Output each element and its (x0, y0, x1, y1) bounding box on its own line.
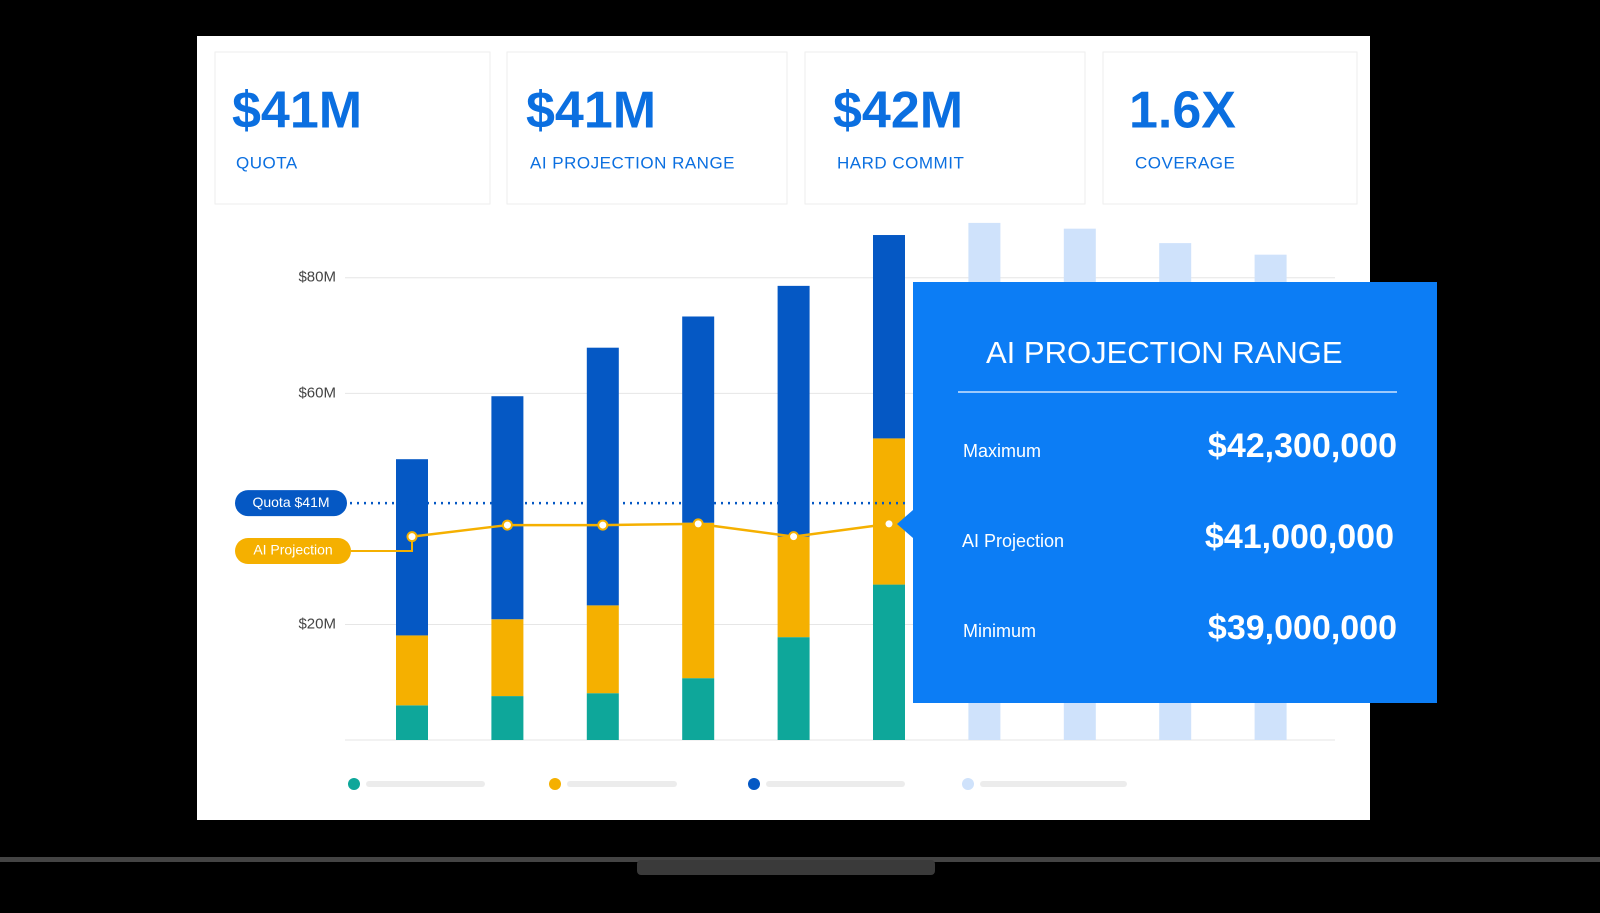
bar-segment (396, 635, 428, 706)
bar-segment (491, 619, 524, 697)
projection-point (883, 518, 895, 530)
bar-segment (873, 235, 905, 439)
tooltip-row-value: $42,300,000 (1208, 427, 1397, 465)
legend-dot (348, 778, 360, 790)
legend-placeholder (567, 781, 677, 787)
kpi-value: $41M (526, 82, 656, 140)
tooltip-row-label: Minimum (963, 621, 1036, 641)
bar-segment (777, 637, 810, 740)
tooltip: AI PROJECTION RANGE Maximum $42,300,000 … (897, 282, 1437, 703)
bar-segment (873, 438, 905, 585)
bar-segment (682, 678, 715, 740)
tooltip-row-value: $41,000,000 (1205, 518, 1394, 556)
projection-pill-label: AI Projection (253, 542, 332, 558)
projection-point (692, 518, 704, 530)
bar-segment (586, 347, 619, 606)
quota-pill (235, 490, 347, 517)
kpi-card (1102, 51, 1358, 205)
bar-segment (586, 605, 619, 694)
projection-point (501, 519, 513, 531)
bar-segment (491, 696, 524, 740)
kpi-label: AI PROJECTION RANGE (530, 153, 735, 172)
projection-pill (235, 538, 351, 564)
bar-segment (873, 584, 905, 740)
tooltip-row-label: AI Projection (962, 531, 1064, 551)
tooltip-row-value: $39,000,000 (1208, 609, 1397, 647)
tooltip-box (913, 282, 1437, 703)
y-tick-label: $20M (298, 615, 336, 632)
kpi-card (506, 51, 788, 205)
laptop-base (0, 857, 1600, 862)
legend-dot (549, 778, 561, 790)
kpi-label: COVERAGE (1135, 153, 1235, 172)
projection-point (406, 531, 418, 543)
laptop-notch (637, 860, 935, 875)
y-tick-label: $60M (298, 384, 336, 401)
kpi-cards: $41M QUOTA $41M AI PROJECTION RANGE $42M… (214, 51, 1358, 205)
bar-segment (396, 705, 428, 740)
kpi-label: HARD COMMIT (837, 153, 964, 172)
legend-placeholder (366, 781, 485, 787)
bar-segment (777, 285, 810, 537)
quota-pill-label: Quota $41M (252, 494, 329, 510)
projection-line (411, 522, 890, 538)
tooltip-title: AI PROJECTION RANGE (986, 335, 1343, 370)
tooltip-row-label: Maximum (963, 441, 1041, 461)
bar-segment (682, 522, 715, 679)
y-tick-label: $80M (298, 269, 336, 286)
kpi-label: QUOTA (236, 153, 298, 172)
legend-placeholder (980, 781, 1127, 787)
projection-point (788, 531, 800, 543)
legend-dot (748, 778, 760, 790)
kpi-value: $41M (232, 82, 362, 140)
kpi-value: $42M (833, 82, 963, 140)
bar-segment (586, 693, 619, 740)
legend-placeholder (766, 781, 905, 787)
kpi-value: 1.6X (1129, 82, 1236, 140)
legend-dot (962, 778, 974, 790)
kpi-card (804, 51, 1086, 205)
tooltip-pointer (897, 510, 913, 538)
bar-segment (777, 536, 810, 638)
kpi-card (214, 51, 491, 205)
bar-segment (491, 396, 524, 620)
projection-point (597, 519, 609, 531)
bar-segment (682, 316, 715, 523)
